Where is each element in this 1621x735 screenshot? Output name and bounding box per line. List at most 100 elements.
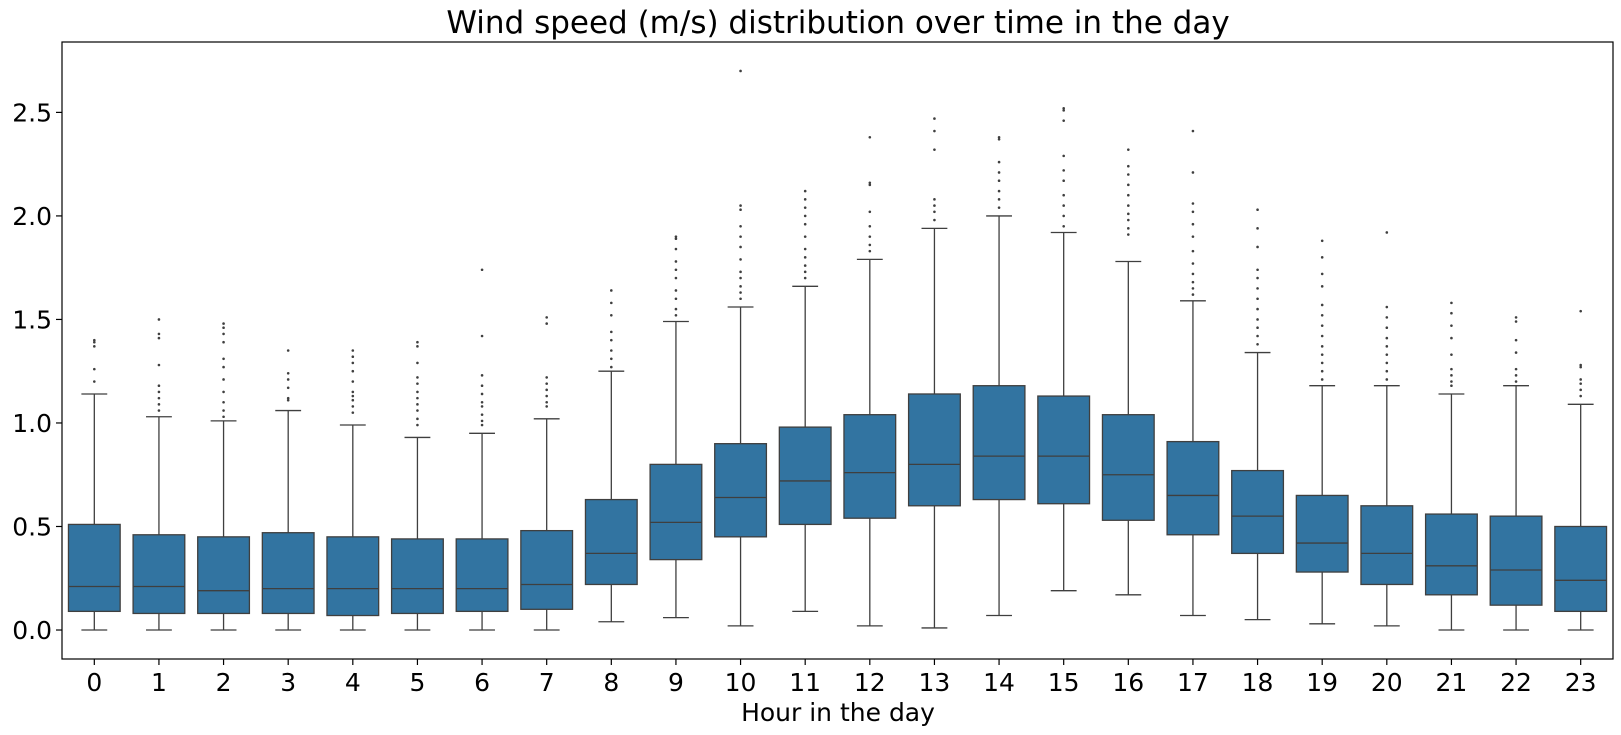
outlier-point xyxy=(1127,218,1130,222)
outlier-point xyxy=(416,403,419,406)
iqr-box xyxy=(649,463,703,561)
outlier-point xyxy=(610,314,613,317)
box-hour-4 xyxy=(326,349,380,631)
iqr-box xyxy=(326,536,380,617)
outlier-point xyxy=(1127,227,1130,230)
outlier-point xyxy=(545,405,548,408)
outlier-point xyxy=(1062,106,1065,110)
outlier-point xyxy=(1514,316,1518,319)
outlier-point xyxy=(545,316,548,319)
outlier-point xyxy=(351,380,355,383)
outlier-point xyxy=(997,160,1001,164)
outlier-point xyxy=(868,135,872,139)
outlier-point xyxy=(1256,287,1259,290)
outlier-point xyxy=(1320,345,1324,348)
outlier-point xyxy=(997,171,1001,174)
outlier-point xyxy=(1256,318,1259,321)
outlier-point xyxy=(1256,342,1259,346)
outlier-point xyxy=(739,235,742,238)
outlier-point xyxy=(1191,235,1195,238)
outlier-point xyxy=(1514,320,1518,323)
box-hour-22 xyxy=(1489,316,1543,631)
x-tick-label: 4 xyxy=(345,668,361,697)
outlier-point xyxy=(1256,227,1259,230)
outlier-point xyxy=(1385,378,1389,381)
outlier-point xyxy=(286,378,290,381)
x-tick-label: 18 xyxy=(1242,668,1274,697)
outlier-point xyxy=(416,390,419,394)
outlier-point xyxy=(1191,249,1195,253)
x-tick-label: 16 xyxy=(1112,668,1144,697)
outlier-point xyxy=(1191,171,1195,174)
y-tick-label: 2.0 xyxy=(12,202,52,231)
outlier-point xyxy=(1256,276,1259,280)
x-tick-label: 2 xyxy=(216,668,232,697)
box-hour-2 xyxy=(197,322,251,631)
outlier-point xyxy=(803,276,807,280)
outlier-point xyxy=(933,117,936,120)
iqr-box xyxy=(584,498,638,586)
outlier-point xyxy=(222,340,225,344)
x-tick-label: 20 xyxy=(1371,668,1403,697)
outlier-point xyxy=(1191,210,1195,214)
outlier-point xyxy=(1127,173,1130,176)
outlier-point xyxy=(933,210,936,214)
iqr-box xyxy=(1424,513,1478,596)
iqr-box xyxy=(390,538,444,615)
outlier-point xyxy=(1579,394,1582,398)
outlier-point xyxy=(1385,353,1389,356)
outlier-point xyxy=(674,237,678,240)
outlier-point xyxy=(1256,326,1259,330)
outlier-point xyxy=(997,138,1001,141)
outlier-point xyxy=(1385,231,1389,234)
box-hour-1 xyxy=(132,318,186,631)
outlier-point xyxy=(1450,336,1453,340)
outlier-point xyxy=(1127,193,1130,197)
outlier-point xyxy=(1256,297,1259,301)
outlier-point xyxy=(674,260,678,263)
x-tick-label: 7 xyxy=(539,668,555,697)
outlier-point xyxy=(416,361,419,365)
x-tick-label: 17 xyxy=(1177,668,1209,697)
outlier-point xyxy=(1320,314,1324,317)
outlier-point xyxy=(93,340,96,344)
outlier-point xyxy=(803,256,807,259)
outlier-point xyxy=(868,224,872,228)
outlier-point xyxy=(1579,365,1582,369)
outlier-point xyxy=(1062,214,1065,218)
outlier-point xyxy=(1320,369,1324,373)
box-hour-13 xyxy=(907,117,961,629)
outlier-point xyxy=(157,336,161,340)
outlier-point xyxy=(933,129,936,133)
outlier-point xyxy=(286,398,290,402)
outlier-point xyxy=(545,322,548,325)
outlier-point xyxy=(545,394,548,398)
outlier-point xyxy=(1127,183,1130,187)
outlier-point xyxy=(222,409,225,412)
outlier-point xyxy=(1385,361,1389,365)
outlier-point xyxy=(610,330,613,334)
outlier-point xyxy=(480,413,484,416)
box-hour-20 xyxy=(1360,231,1414,627)
box-hour-7 xyxy=(520,316,574,631)
outlier-point xyxy=(674,289,678,292)
outlier-point xyxy=(480,400,484,404)
outlier-point xyxy=(1191,222,1195,226)
outlier-point xyxy=(351,349,355,352)
iqr-box xyxy=(197,536,251,615)
outlier-point xyxy=(480,419,484,423)
outlier-point xyxy=(480,384,484,387)
box-hour-5 xyxy=(390,340,444,631)
outlier-point xyxy=(1127,204,1130,207)
outlier-point xyxy=(222,415,225,419)
outlier-point xyxy=(1062,224,1065,228)
outlier-point xyxy=(1514,367,1518,371)
box-hour-14 xyxy=(972,135,1026,617)
outlier-point xyxy=(933,218,936,222)
outlier-point xyxy=(1514,338,1518,342)
outlier-point xyxy=(739,258,742,261)
box-hour-23 xyxy=(1554,309,1608,631)
iqr-box xyxy=(714,443,768,538)
outlier-point xyxy=(674,297,678,301)
box-hour-15 xyxy=(1037,106,1091,592)
